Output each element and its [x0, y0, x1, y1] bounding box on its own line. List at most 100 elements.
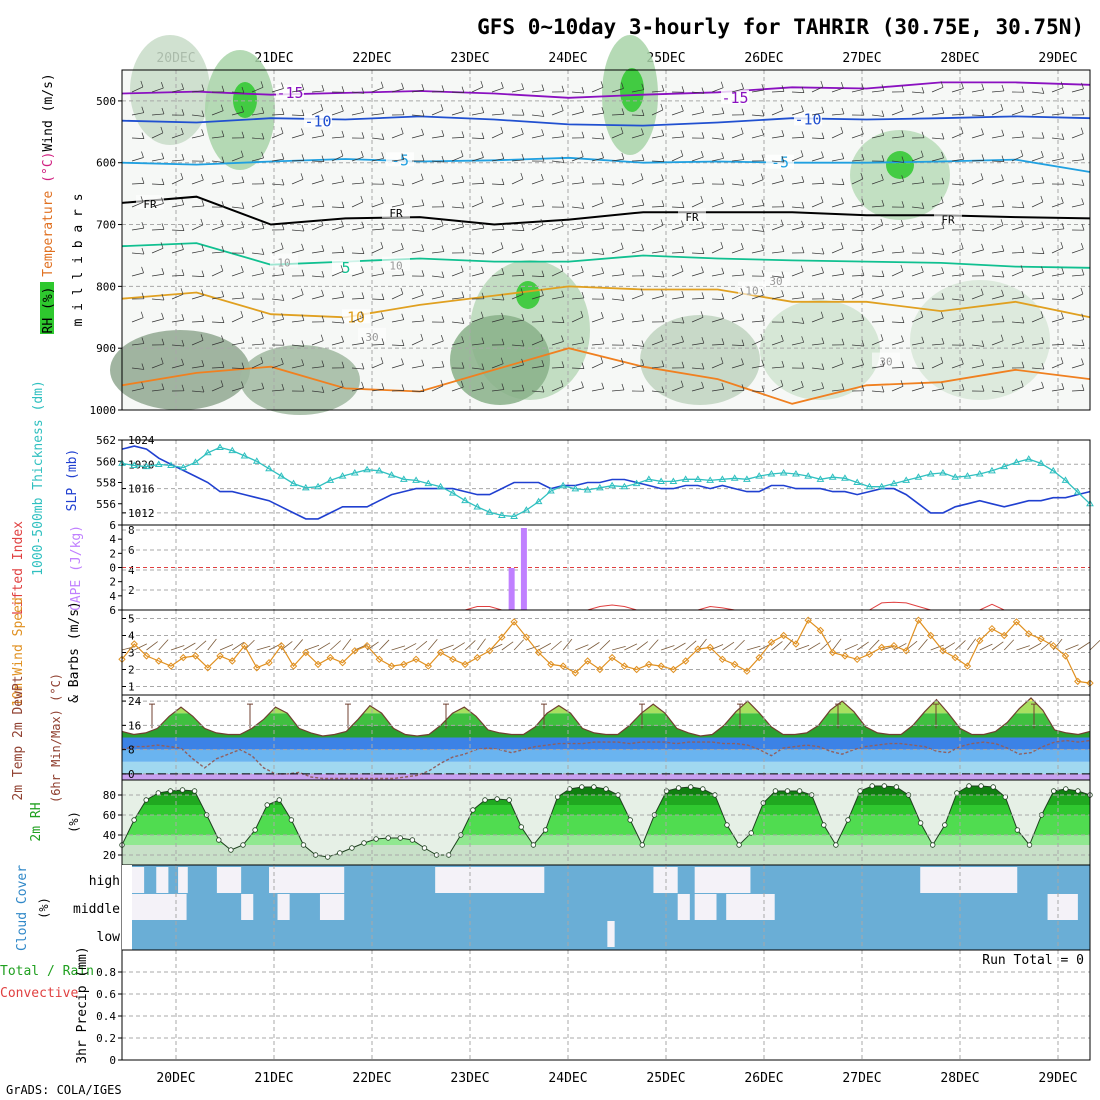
thickness-point — [816, 475, 825, 482]
bottom-date-axis: 20DEC 21DEC 22DEC 23DEC 24DEC 25DEC 26DEC 27DEC… — [156, 1071, 1077, 1086]
wind-speed-point — [155, 657, 163, 665]
wind-speed-point — [706, 643, 714, 652]
thickness-point — [975, 470, 984, 477]
wind-speed-point — [534, 648, 543, 657]
isotherm-label: 10 — [745, 284, 758, 297]
wind-speed-point — [1061, 652, 1070, 660]
tick-label: 5 — [128, 613, 135, 626]
thickness-point — [792, 470, 800, 477]
thickness-point — [424, 479, 433, 487]
thickness-point — [804, 472, 813, 479]
cloud-cell — [694, 894, 717, 920]
wind-speed-point — [436, 648, 445, 657]
thickness-point — [767, 470, 776, 477]
tick-label: 1020 — [128, 458, 155, 471]
wind-speed-point — [412, 655, 420, 664]
wind-speed-point — [363, 641, 371, 650]
wind-speed-point — [473, 653, 482, 662]
precip-convective-label: Convective — [0, 986, 78, 1001]
top-date-label: 29DEC — [1038, 51, 1077, 66]
wind-speed-point — [228, 657, 236, 665]
tick-label: 700 — [96, 219, 116, 232]
thickness-point — [608, 481, 617, 489]
tick-label: 4 — [109, 533, 116, 546]
thickness-point — [828, 473, 837, 480]
temp-band — [122, 749, 1090, 762]
thickness-point — [326, 476, 335, 483]
cape-bar — [520, 528, 527, 610]
rh-point — [167, 788, 174, 794]
temp-axis-label: 2m Temp 2m DewPt — [11, 675, 26, 800]
thickness-point — [436, 482, 445, 490]
cloud-level-label: low — [97, 930, 121, 945]
wind-speed-point — [1049, 641, 1057, 650]
rh-point — [881, 783, 887, 789]
thickness-point — [289, 479, 298, 487]
wind-speed-point — [265, 658, 273, 667]
wind-speed-point — [914, 616, 923, 624]
slp-axis-label: SLP (mb) — [65, 449, 80, 512]
wind-speed-point — [424, 662, 433, 670]
tick-label: 24 — [128, 695, 142, 708]
tick-label: 1000 — [90, 404, 117, 417]
wind-speed-point — [130, 640, 138, 648]
thickness-point — [1000, 462, 1009, 470]
slp-line — [121, 445, 1091, 520]
rh-point — [470, 807, 476, 813]
rh-point — [349, 845, 355, 851]
rh-point — [567, 786, 573, 792]
wind-speed-point — [939, 647, 947, 655]
tick-label: 500 — [96, 95, 116, 108]
wind-speed-point — [510, 618, 518, 626]
rh-point — [1026, 842, 1033, 848]
rh-shade — [233, 82, 257, 118]
rh2m-axis-label: 2m RH — [29, 802, 44, 841]
millibars-axis-label: m i l l i b a r s — [71, 193, 86, 326]
rh-point — [966, 783, 972, 789]
thickness-point — [939, 468, 947, 476]
bottom-date-label: 29DEC — [1038, 1071, 1077, 1086]
thickness-point — [203, 448, 212, 456]
isotherm-label: 10 — [389, 260, 402, 273]
tick-label: 1012 — [128, 507, 155, 520]
wind-speed-point — [179, 653, 187, 662]
wind-speed-point — [1037, 635, 1045, 643]
thickness-point — [448, 489, 457, 496]
thickness-point — [1037, 459, 1045, 466]
wind-speed-point — [681, 657, 690, 665]
wind-speed-point — [645, 660, 653, 669]
thickness-point — [252, 457, 261, 464]
thickness-point — [179, 463, 188, 471]
wind-speed-point — [963, 662, 972, 670]
thickness-point — [154, 460, 163, 467]
isotherm-label: 10 — [277, 257, 290, 270]
wind-speed-point — [314, 660, 322, 669]
thickness-point — [301, 483, 310, 491]
wind-speed-point — [142, 652, 151, 660]
tick-label: 600 — [96, 157, 116, 170]
bottom-date-label: 22DEC — [352, 1071, 391, 1086]
top-date-label: 22DEC — [352, 51, 391, 66]
wind-speed-point — [767, 638, 776, 647]
rh-point — [796, 788, 803, 794]
thickness-point — [473, 502, 482, 510]
thickness-point — [865, 482, 874, 490]
wind-speed-point — [730, 660, 739, 669]
lifted-index-axis-label: Lifted Index — [11, 521, 26, 615]
thickness-point — [1049, 466, 1058, 474]
top-date-label: 28DEC — [940, 51, 979, 66]
cloud-cell — [677, 894, 690, 920]
bottom-date-label: 20DEC — [156, 1071, 195, 1086]
tick-label: 4 — [109, 590, 116, 603]
tick-label: 0.6 — [96, 988, 116, 1001]
thickness-point — [926, 470, 935, 477]
tick-label: 0 — [109, 562, 116, 575]
top-date-label: 21DEC — [254, 51, 293, 66]
rh-point — [300, 842, 307, 848]
tick-label: 556 — [96, 498, 116, 511]
rh-shade — [450, 315, 550, 405]
cloud-level-label: high — [89, 874, 120, 889]
wind-barbs — [131, 80, 1085, 393]
wind-speed-point — [559, 662, 567, 670]
